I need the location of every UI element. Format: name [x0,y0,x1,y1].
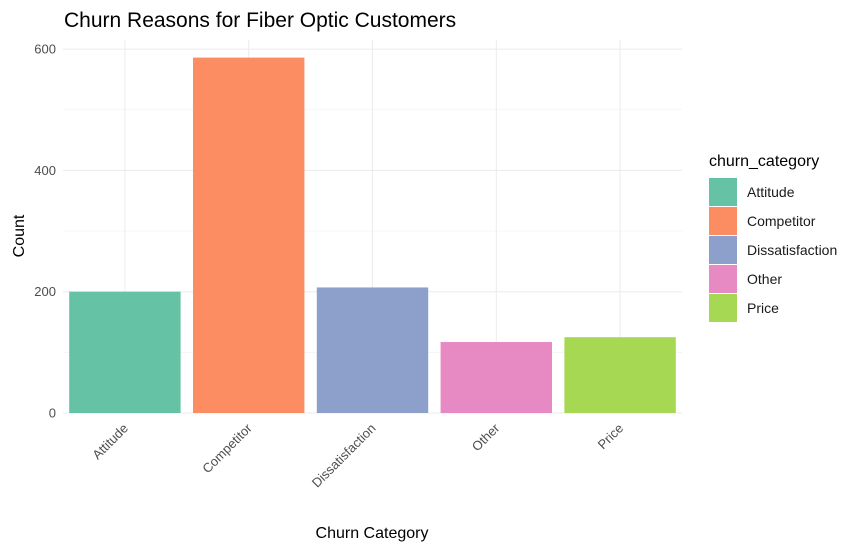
legend-title: churn_category [709,153,819,170]
chart-title: Churn Reasons for Fiber Optic Customers [64,9,456,32]
x-axis-title: Churn Category [316,525,429,542]
legend-swatch [709,294,737,322]
legend-swatch [709,265,737,293]
x-tick-label: Dissatisfaction [309,421,379,491]
legend-label: Other [747,271,782,287]
legend-swatch [709,207,737,235]
legend-items: Attitude Competitor Dissatisfaction Other Pr… [709,178,837,322]
legend-label: Attitude [747,184,795,200]
bar-attitude [69,291,181,413]
y-tick-label: 0 [49,406,56,421]
legend-swatch [709,178,737,206]
x-tick-label: Attitude [89,421,131,463]
bar-price [564,337,676,413]
x-tick-label: Competitor [199,420,255,476]
legend-label: Dissatisfaction [747,242,837,258]
x-tick-label: Other [469,420,503,454]
y-axis-ticks: 0 200 400 600 [34,42,56,421]
bar-competitor [192,57,305,413]
bar-other [440,342,553,413]
bar-dissatisfaction [316,287,429,413]
legend-label: Competitor [747,213,816,229]
x-tick-label: Price [595,421,627,453]
x-axis-ticks: Attitude Competitor Dissatisfaction Other Pr… [89,420,626,490]
y-axis-title: Count [11,214,28,257]
legend: churn_category Attitude Competitor Dissati… [709,153,837,322]
y-tick-label: 400 [34,163,56,178]
legend-swatch [709,236,737,264]
bars [69,57,676,413]
legend-label: Price [747,300,779,316]
y-tick-label: 200 [34,284,56,299]
y-tick-label: 600 [34,42,56,57]
